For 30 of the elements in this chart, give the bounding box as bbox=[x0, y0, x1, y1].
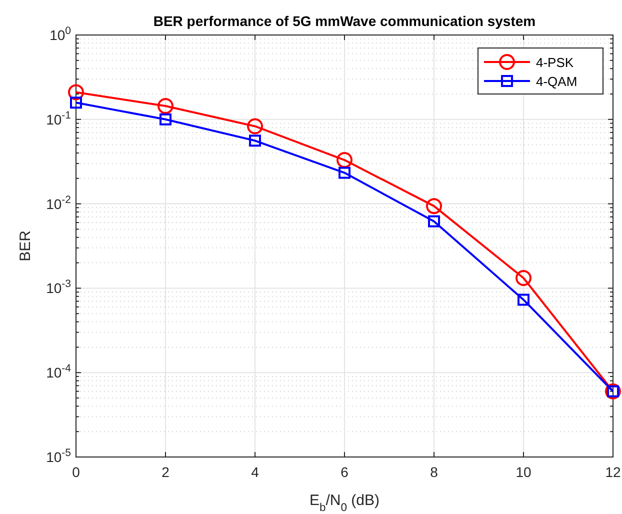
point bbox=[518, 294, 530, 306]
legend-label: 4-QAM bbox=[536, 74, 578, 89]
point bbox=[70, 96, 82, 109]
y-tick-label: 10$^{0}$ bbox=[50, 25, 72, 43]
point bbox=[428, 215, 440, 228]
point bbox=[426, 198, 442, 214]
point bbox=[68, 84, 84, 100]
chart-title: BER performance of 5G mmWave communication system bbox=[153, 13, 536, 29]
y-tick-label: 10$^{-5}$ bbox=[46, 447, 72, 465]
x-tick-label: 12 bbox=[605, 464, 621, 480]
point bbox=[249, 134, 261, 147]
point bbox=[516, 270, 532, 286]
x-tick-label: 8 bbox=[430, 464, 438, 480]
y-axis-title: BER bbox=[17, 230, 34, 262]
legend-label: 4-PSK bbox=[536, 55, 574, 70]
point bbox=[160, 113, 172, 126]
x-tick-label: 6 bbox=[340, 464, 349, 480]
y-tick-label: 10$^{-2}$ bbox=[46, 194, 72, 212]
point bbox=[247, 118, 263, 134]
point bbox=[158, 98, 174, 114]
point bbox=[336, 152, 352, 168]
x-tick-label: 0 bbox=[72, 464, 80, 480]
y-tick-label: 10$^{-1}$ bbox=[46, 109, 72, 128]
y-tick-label: 10$^{-4}$ bbox=[46, 362, 72, 381]
x-tick-label: 2 bbox=[162, 464, 170, 480]
x-tick-label: 10 bbox=[516, 464, 532, 480]
y-tick-label: 10$^{-3}$ bbox=[46, 278, 72, 296]
x-tick-label: 4 bbox=[251, 464, 260, 480]
x-axis-title: E$_{b}$/N$_{0}$ (dB) bbox=[309, 492, 380, 514]
point bbox=[338, 166, 350, 179]
